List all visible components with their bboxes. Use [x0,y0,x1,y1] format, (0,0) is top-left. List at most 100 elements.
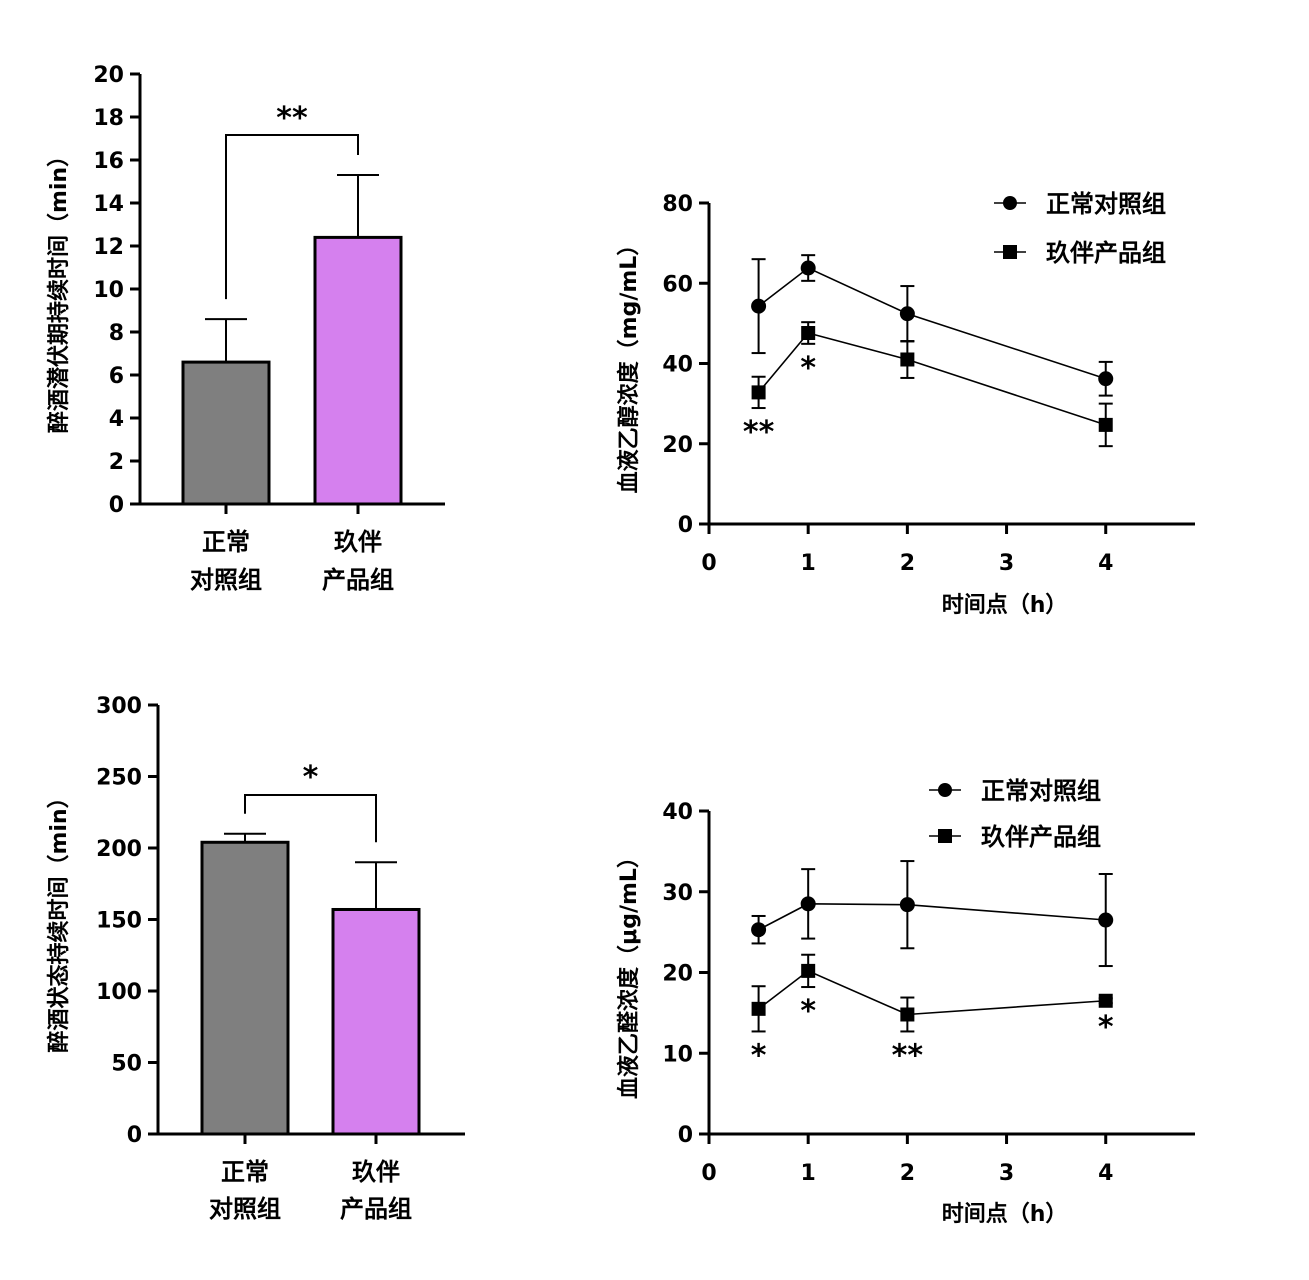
y-axis-label: 醉酒潜伏期持续时间（min） [46,145,72,433]
x-tick-label: 3 [999,1161,1014,1186]
data-point-circle [899,897,915,913]
y-tick-label: 20 [93,63,124,88]
significance-bracket [225,134,359,300]
chart-acetaldehyde: 0 10 20 30 40 血液乙醛浓度（μg/mL） 0 1 2 3 4 时间点（h） 正常对照组玖伴… [616,777,1195,1227]
legend-label: 正常对照组 [1046,190,1166,218]
bar [181,360,271,506]
chart-latency: 0 2 4 6 8 10 12 14 16 18 20 醉酒潜伏期持续时间（min） 正常对照组 玖伴产品… [46,63,445,594]
y-tick-label: 300 [96,694,142,719]
legend-label: 玖伴产品组 [981,823,1101,851]
data-point-circle [800,896,816,912]
x-tick-label: 0 [701,551,716,576]
y-tick-label: 40 [662,353,693,378]
bar [200,840,290,1136]
y-tick-label: 60 [662,272,693,297]
y-tick-label: 50 [111,1052,142,1077]
x-tick-label: 4 [1098,551,1113,576]
y-tick-label: 8 [109,321,124,346]
x-axis-label: 时间点（h） [942,1201,1068,1227]
y-tick-label: 14 [93,192,124,217]
series-line [758,267,1106,380]
x-tick-label: 1 [801,551,816,576]
category-label: 产品组 [340,1195,412,1223]
significance-label: * [1098,1010,1114,1045]
significance-label: * [800,994,816,1029]
x-tick-label: 4 [1098,1161,1113,1186]
series-line [757,332,1106,426]
x-axis-label: 时间点（h） [942,592,1068,618]
series-control [751,860,1114,968]
data-point-circle [751,922,767,938]
data-point-circle [751,298,767,314]
x-tick-label: 3 [999,551,1014,576]
category-label: 产品组 [322,566,394,594]
data-point-square [751,385,766,400]
y-tick-label: 40 [662,800,693,825]
y-tick-label: 10 [93,278,124,303]
significance-label: ** [743,415,775,450]
significance-label: * [800,351,816,386]
category-label: 玖伴 [334,528,382,556]
legend-marker-circle [1003,196,1017,210]
bar [331,907,421,1136]
x-tick-label: 1 [801,1161,816,1186]
chart-duration: 0 50 100 150 200 250 300 醉酒状态持续时间（min） 正常对照组 玖伴产品… [46,694,465,1223]
data-point-square [900,1007,915,1022]
y-tick-label: 16 [93,149,124,174]
series-product [751,321,1113,448]
y-tick-label: 0 [127,1123,142,1148]
y-tick-label: 0 [678,1123,693,1148]
y-tick-label: 12 [93,235,124,260]
data-point-square [751,1001,766,1016]
y-tick-label: 10 [662,1042,693,1067]
x-tick-label: 0 [701,1161,716,1186]
y-axis-label: 血液乙醇浓度（mg/mL） [616,234,642,494]
y-axis-label: 醉酒状态持续时间（min） [46,786,72,1052]
significance-bracket [244,794,377,843]
y-tick-label: 250 [96,766,142,791]
data-point-circle [800,260,816,276]
data-point-square [801,963,816,978]
legend-marker-square [1003,245,1017,259]
legend-label: 正常对照组 [981,777,1101,805]
category-label: 正常 [202,528,250,556]
chart-ethanol: 0 20 40 60 80 血液乙醇浓度（mg/mL） 0 1 2 3 4 时间点（h） 正常对照组玖伴… [616,190,1195,618]
legend-marker-circle [938,783,952,797]
data-point-circle [899,306,915,322]
significance-label: ** [892,1038,924,1073]
data-point-square [801,326,816,341]
y-tick-label: 0 [109,493,124,518]
series-control [751,254,1114,397]
y-tick-label: 80 [662,192,693,217]
legend-marker-square [938,829,952,843]
y-tick-label: 30 [662,881,693,906]
y-tick-label: 200 [96,837,142,862]
y-tick-label: 18 [93,106,124,131]
bar [313,235,403,506]
category-label: 对照组 [190,566,262,594]
y-tick-label: 100 [96,980,142,1005]
y-axis-label: 血液乙醛浓度（μg/mL） [616,846,642,1099]
significance-label: ** [276,101,308,136]
category-label: 正常 [221,1158,269,1186]
y-tick-label: 2 [109,450,124,475]
data-point-square [1098,417,1113,432]
significance-label: * [751,1038,767,1073]
category-label: 对照组 [209,1195,281,1223]
series-line [758,969,1106,1016]
y-tick-label: 6 [109,364,124,389]
y-tick-label: 20 [662,433,693,458]
data-point-square [900,352,915,367]
series-product [751,953,1113,1033]
y-tick-label: 4 [109,407,124,432]
category-label: 玖伴 [352,1158,400,1186]
y-tick-label: 150 [96,909,142,934]
data-point-circle [1098,912,1114,928]
y-tick-label: 0 [678,513,693,538]
x-tick-label: 2 [900,551,915,576]
series-line [758,903,1106,931]
data-point-square [1098,993,1113,1008]
x-tick-label: 2 [900,1161,915,1186]
legend-label: 玖伴产品组 [1046,239,1166,267]
